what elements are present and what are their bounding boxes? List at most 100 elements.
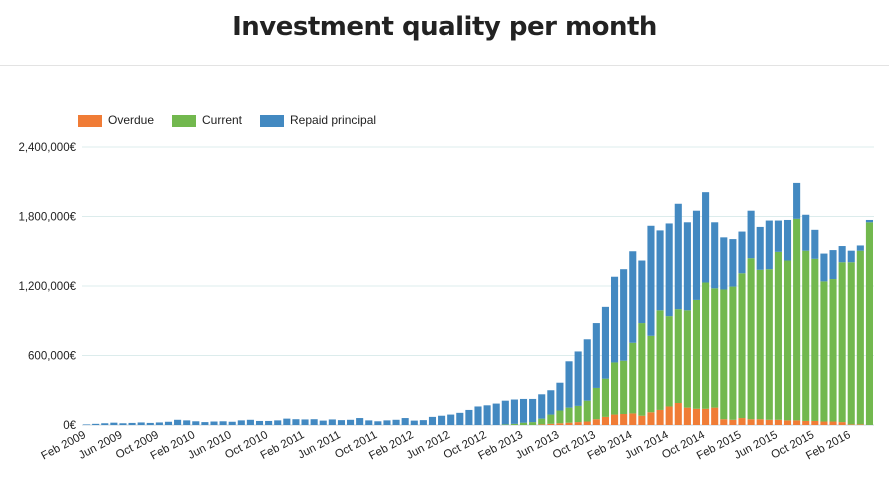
bar-segment-repaid-principal[interactable] [501, 400, 509, 425]
bar-segment-current[interactable] [547, 414, 555, 424]
bar-segment-repaid-principal[interactable] [765, 220, 773, 270]
bar-segment-repaid-principal[interactable] [174, 419, 182, 425]
bar-segment-overdue[interactable] [720, 419, 728, 425]
bar-segment-repaid-principal[interactable] [783, 219, 792, 261]
bar-segment-current[interactable] [592, 387, 600, 420]
bar-segment-overdue[interactable] [820, 421, 828, 425]
bar-segment-repaid-principal[interactable] [265, 420, 273, 425]
bar-segment-overdue[interactable] [711, 407, 719, 426]
bar-segment-overdue[interactable] [802, 420, 810, 425]
bar-segment-current[interactable] [747, 258, 755, 420]
bar-segment-repaid-principal[interactable] [310, 419, 318, 425]
bar-segment-repaid-principal[interactable] [683, 222, 691, 311]
bar-segment-repaid-principal[interactable] [164, 421, 173, 425]
bar-segment-overdue[interactable] [729, 419, 737, 425]
bar-segment-overdue[interactable] [783, 420, 792, 425]
bar-segment-repaid-principal[interactable] [419, 420, 427, 425]
bar-segment-repaid-principal[interactable] [574, 351, 582, 406]
bar-segment-repaid-principal[interactable] [328, 419, 336, 425]
bar-segment-repaid-principal[interactable] [802, 214, 810, 251]
bar-segment-repaid-principal[interactable] [829, 250, 837, 280]
bar-segment-current[interactable] [519, 422, 528, 425]
bar-segment-current[interactable] [674, 309, 682, 403]
bar-segment-current[interactable] [647, 335, 655, 413]
bar-segment-repaid-principal[interactable] [865, 219, 873, 223]
bar-segment-overdue[interactable] [611, 414, 619, 425]
bar-segment-repaid-principal[interactable] [747, 210, 755, 259]
bar-segment-repaid-principal[interactable] [183, 420, 191, 425]
bar-segment-repaid-principal[interactable] [101, 423, 109, 425]
bar-segment-repaid-principal[interactable] [620, 269, 628, 361]
bar-segment-repaid-principal[interactable] [629, 251, 637, 343]
bar-segment-current[interactable] [729, 286, 737, 420]
bar-segment-current[interactable] [683, 310, 691, 408]
bar-segment-repaid-principal[interactable] [83, 424, 91, 425]
bar-segment-repaid-principal[interactable] [529, 398, 537, 423]
bar-segment-repaid-principal[interactable] [219, 421, 227, 425]
bar-segment-repaid-principal[interactable] [283, 418, 291, 425]
bar-segment-overdue[interactable] [574, 422, 582, 425]
bar-segment-repaid-principal[interactable] [547, 390, 555, 415]
bar-segment-current[interactable] [574, 405, 582, 423]
bar-segment-repaid-principal[interactable] [711, 222, 719, 289]
bar-segment-repaid-principal[interactable] [274, 420, 282, 425]
bar-segment-repaid-principal[interactable] [838, 246, 846, 263]
bar-segment-repaid-principal[interactable] [774, 220, 782, 252]
bar-segment-repaid-principal[interactable] [847, 250, 855, 263]
bar-segment-repaid-principal[interactable] [674, 203, 682, 310]
bar-segment-overdue[interactable] [665, 406, 673, 425]
bar-segment-repaid-principal[interactable] [410, 420, 418, 425]
bar-segment-repaid-principal[interactable] [729, 239, 737, 287]
bar-segment-current[interactable] [510, 423, 518, 425]
bar-segment-overdue[interactable] [692, 408, 701, 425]
bar-segment-overdue[interactable] [774, 419, 782, 425]
bar-segment-repaid-principal[interactable] [255, 420, 264, 425]
bar-segment-repaid-principal[interactable] [428, 416, 437, 425]
bar-segment-repaid-principal[interactable] [192, 421, 200, 425]
bar-segment-repaid-principal[interactable] [856, 245, 864, 251]
bar-segment-repaid-principal[interactable] [301, 419, 309, 425]
bar-segment-overdue[interactable] [838, 422, 846, 425]
bar-segment-current[interactable] [802, 250, 810, 421]
bar-segment-current[interactable] [501, 424, 509, 425]
bar-segment-overdue[interactable] [829, 421, 837, 425]
bar-segment-repaid-principal[interactable] [474, 406, 482, 425]
bar-segment-repaid-principal[interactable] [155, 422, 163, 425]
bar-segment-repaid-principal[interactable] [201, 422, 209, 425]
bar-segment-repaid-principal[interactable] [438, 415, 446, 425]
bar-segment-repaid-principal[interactable] [447, 414, 455, 425]
bar-segment-current[interactable] [656, 310, 664, 410]
bar-segment-repaid-principal[interactable] [365, 420, 373, 425]
bar-segment-overdue[interactable] [811, 420, 819, 425]
bar-segment-current[interactable] [692, 299, 701, 409]
bar-segment-repaid-principal[interactable] [483, 405, 491, 425]
bar-segment-current[interactable] [611, 362, 619, 415]
bar-segment-overdue[interactable] [683, 407, 691, 426]
bar-segment-current[interactable] [583, 400, 591, 422]
bar-segment-repaid-principal[interactable] [656, 230, 664, 311]
bar-segment-overdue[interactable] [592, 419, 600, 425]
bar-segment-repaid-principal[interactable] [738, 231, 746, 274]
bar-segment-overdue[interactable] [847, 424, 855, 425]
bar-segment-overdue[interactable] [538, 424, 546, 425]
bar-segment-current[interactable] [820, 281, 828, 422]
bar-segment-overdue[interactable] [856, 424, 864, 425]
bar-segment-repaid-principal[interactable] [820, 253, 828, 282]
bar-segment-current[interactable] [601, 378, 609, 417]
bar-segment-current[interactable] [829, 279, 837, 422]
bar-segment-current[interactable] [783, 260, 792, 421]
bar-segment-current[interactable] [538, 418, 546, 425]
bar-segment-repaid-principal[interactable] [638, 260, 646, 324]
bar-segment-repaid-principal[interactable] [337, 420, 345, 425]
bar-segment-repaid-principal[interactable] [347, 419, 355, 425]
bar-segment-repaid-principal[interactable] [756, 226, 764, 270]
bar-segment-overdue[interactable] [765, 419, 773, 425]
bar-segment-current[interactable] [847, 262, 855, 425]
bar-segment-overdue[interactable] [629, 413, 637, 425]
bar-segment-overdue[interactable] [793, 420, 801, 425]
bar-segment-repaid-principal[interactable] [556, 382, 564, 411]
bar-segment-overdue[interactable] [565, 422, 573, 425]
bar-segment-repaid-principal[interactable] [92, 423, 100, 425]
bar-segment-repaid-principal[interactable] [647, 225, 655, 336]
bar-segment-repaid-principal[interactable] [319, 420, 327, 425]
